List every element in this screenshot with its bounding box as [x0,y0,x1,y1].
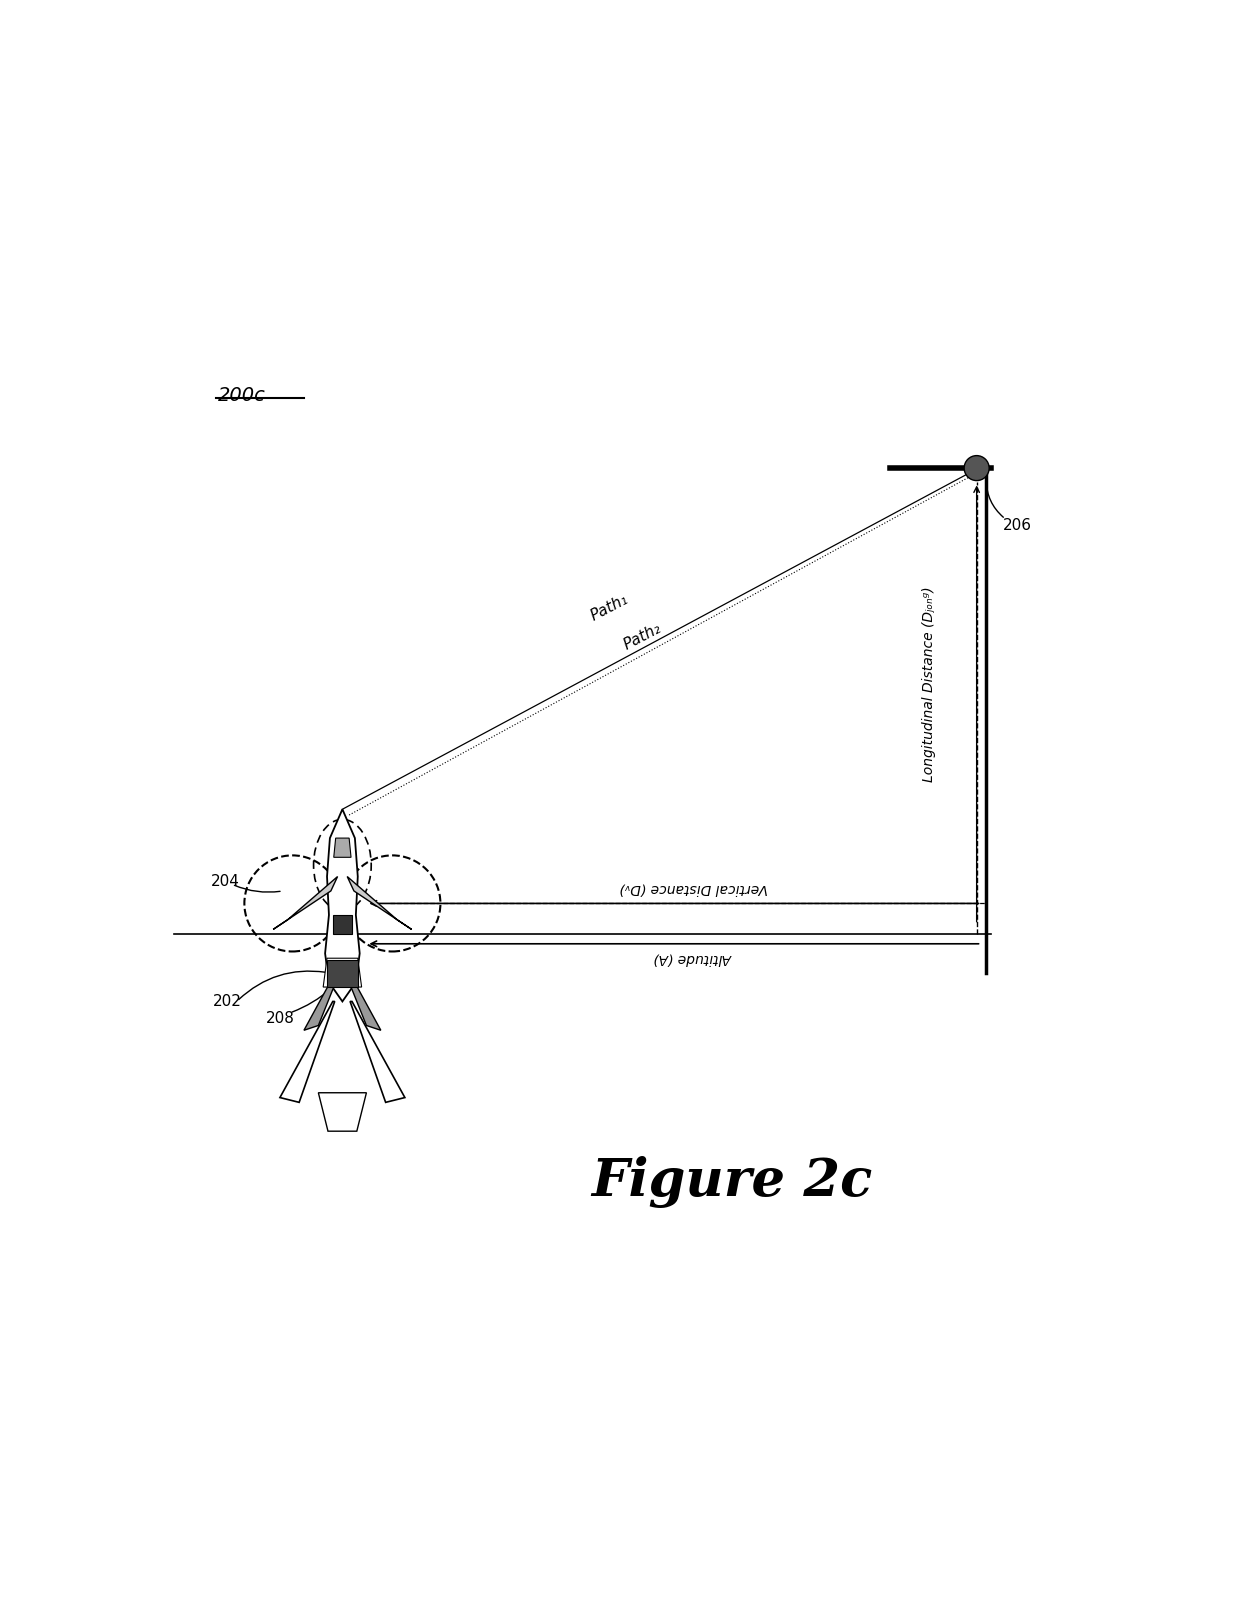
Polygon shape [350,1001,404,1103]
Text: Longitudinal Distance (Dⱼₒₙᵍ): Longitudinal Distance (Dⱼₒₙᵍ) [921,587,936,782]
Polygon shape [334,838,351,858]
Text: Figure 2c: Figure 2c [591,1156,872,1207]
Text: 202: 202 [213,995,242,1009]
FancyBboxPatch shape [332,916,352,935]
Text: 200c: 200c [217,387,265,405]
Polygon shape [347,877,412,930]
Text: Path₂: Path₂ [621,621,665,653]
Text: Vertical Distance (Dᵥ): Vertical Distance (Dᵥ) [619,882,768,896]
Polygon shape [347,977,381,1030]
FancyBboxPatch shape [327,961,358,987]
Text: 208: 208 [265,1011,294,1027]
Text: Altitude (A): Altitude (A) [653,951,733,966]
Polygon shape [324,958,362,987]
Polygon shape [273,877,337,930]
Polygon shape [304,977,337,1030]
Polygon shape [319,1093,367,1132]
Text: 206: 206 [1003,519,1032,534]
Polygon shape [280,1001,335,1103]
Text: Path₁: Path₁ [588,592,630,624]
Text: 204: 204 [211,874,239,888]
Polygon shape [325,809,360,1001]
Circle shape [965,456,990,480]
